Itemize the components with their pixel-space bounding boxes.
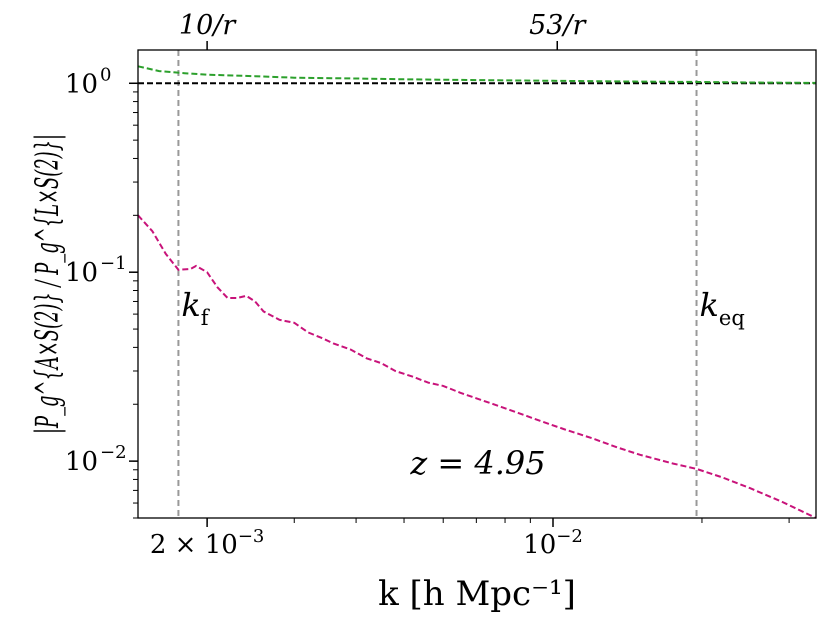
y-tick-text-1: 10 xyxy=(65,258,98,288)
y-tick-sup-0: 0 xyxy=(100,64,111,85)
y-tick-label-2: 10 xyxy=(65,447,98,477)
vline-label-main-1: k xyxy=(700,286,719,324)
x-tick-label-0: 2 × 10−3 xyxy=(150,526,265,560)
x-tick-text-0: 2 × 10 xyxy=(150,530,238,560)
vline-label-0: kf xyxy=(181,286,210,330)
y-tick-text-2: 10 xyxy=(65,447,98,477)
vline-label-main-0: k xyxy=(181,286,200,324)
x-tick-sup-0: −3 xyxy=(238,526,265,547)
x-tick-sup-1: −2 xyxy=(556,526,583,547)
plot-area xyxy=(137,50,817,519)
redshift-annotation: z = 4.95 xyxy=(409,444,545,482)
series-line-1 xyxy=(137,214,817,519)
vline-label-sub-1: eq xyxy=(719,306,745,330)
series-line-0 xyxy=(137,65,817,84)
vline-label-1: keq xyxy=(700,286,745,330)
plot-frame xyxy=(137,49,817,519)
y-tick-text-0: 10 xyxy=(65,69,98,99)
y-tick-label-0: 10 xyxy=(65,69,98,99)
y-axis-title: |P_g^{A×S(2)} / P_g^{L×S(2)}| xyxy=(28,134,66,434)
x-tick-label-1: 10−2 xyxy=(523,526,583,560)
x-tick-text-1: 10 xyxy=(523,530,556,560)
y-tick-label-1: 10 xyxy=(65,258,98,288)
y-tick-sup-1: −1 xyxy=(100,253,127,274)
tick-layer xyxy=(129,41,790,527)
top-tick-label-0: 10/r xyxy=(179,10,237,41)
vline-label-sub-0: f xyxy=(201,306,211,330)
x-axis-title: k [h Mpc⁻¹] xyxy=(378,574,576,614)
top-tick-label-1: 53/r xyxy=(529,10,587,41)
y-tick-sup-2: −2 xyxy=(100,442,127,463)
